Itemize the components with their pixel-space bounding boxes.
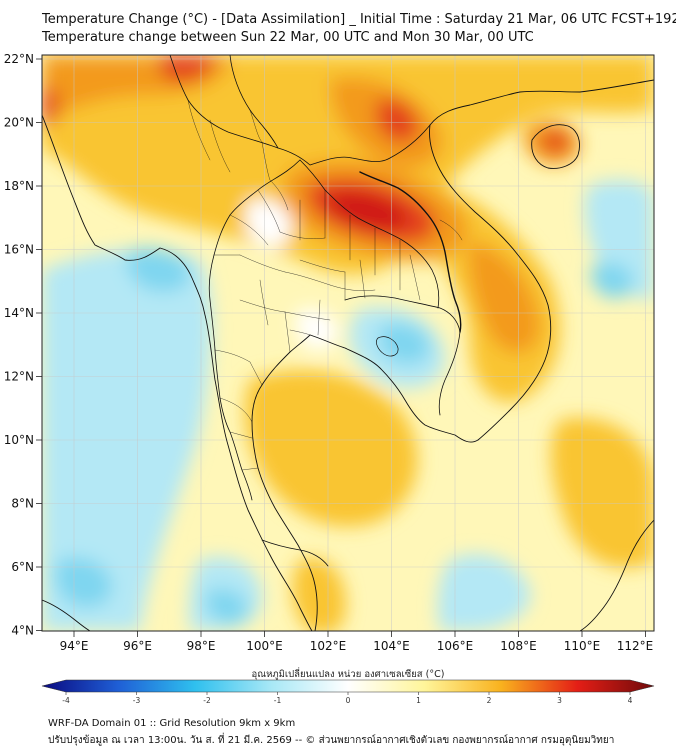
colorbar-tick-label: -2 [203,696,211,705]
footer-resolution: WRF-DA Domain 01 :: Grid Resolution 9km … [48,718,296,729]
lat-label-20: 20°N [4,116,34,130]
axis-ticks [36,58,646,637]
graticule [42,55,654,631]
lat-label-14: 14°N [4,306,34,320]
border-cambodia [344,295,461,416]
coastline-sumatra [42,599,91,631]
footer-credit: ปรับปรุงข้อมูล ณ เวลา 13:00น. วัน ส. ที่… [48,735,615,746]
tonle-sap-lake [376,336,399,357]
warm-area-malaysia [292,558,346,631]
colorbar-tick-label: 3 [557,696,562,705]
border-myanmar-thailand [208,159,301,501]
map-title-line2: Temperature change between Sun 22 Mar, 0… [42,30,534,45]
hottest-core [326,192,408,231]
coastline-vietnam [429,79,654,441]
warm-area-southeast [550,418,654,568]
white-patch-central-thailand [245,199,293,248]
map-title-line1: Temperature Change (°C) - [Data Assimila… [42,12,676,27]
province-lines [187,99,463,471]
colorbar-bar [41,679,655,693]
lat-label-16: 16°N [4,243,34,257]
lat-label-12: 12°N [4,370,34,384]
hot-area-north-east [375,99,419,142]
lon-label-110: 110°E [564,639,601,653]
lon-label-100: 100°E [246,639,283,653]
cooler-spot-east [590,262,634,299]
boundaries [42,55,654,631]
colorbar-tick-label: 1 [416,696,421,705]
lat-label-18: 18°N [4,179,34,193]
colorbar-tick-label: 0 [346,696,351,705]
colorbar-tick-label: 4 [628,696,633,705]
lon-label-106: 106°E [437,639,474,653]
coastline-gulf-east [309,334,479,443]
map-frame [41,54,655,632]
lon-label-102: 102°E [310,639,347,653]
cooler-spot-south-west [54,557,113,608]
lat-label-6: 6°N [11,560,34,574]
white-patch-bangkok [295,308,339,350]
cool-area-south-china-sea [584,180,654,300]
lat-label-4: 4°N [11,624,34,638]
colorbar-tick-label: -3 [133,696,141,705]
colorbar-tick-label: -1 [274,696,282,705]
colorbar-tick-label: -4 [62,696,70,705]
colorbar-ticks: -4 -3 -2 -1 0 1 2 3 4 [62,692,633,705]
colorbar-tick-label: 2 [487,696,492,705]
warmer-area-annam [468,240,540,354]
cooler-spot-malacca [205,588,248,625]
warm-area-gulf [244,370,418,527]
colorbar-title: อุณหภูมิเปลี่ยนแปลง หน่วย องศาเซลเซียส (… [252,667,445,680]
coastline-hainan [531,124,580,169]
lon-label-96: 96°E [123,639,152,653]
lat-label-10: 10°N [4,433,34,447]
border-thailand-laos [299,159,440,309]
cooler-spot-andaman [126,247,190,292]
lon-label-104: 104°E [373,639,410,653]
border-laos-vietnam [359,171,462,333]
hot-area-hainan [542,130,569,154]
lon-label-112: 112°E [617,639,654,653]
coastline-borneo [579,519,654,631]
temperature-field [42,55,654,631]
lat-label-8: 8°N [11,497,34,511]
border-malaysia-thailand [261,539,329,567]
hot-area-left-edge [42,85,60,128]
lon-label-98: 98°E [187,639,216,653]
coastline-myanmar-andaman [42,114,313,631]
lon-label-108: 108°E [500,639,537,653]
border-china-north [169,55,431,166]
lat-label-22: 22°N [4,52,34,66]
cool-area-south-east [437,554,531,631]
lon-label-94: 94°E [60,639,89,653]
colorbar: อุณหภูมิเปลี่ยนแปลง หน่วย องศาเซลเซียส (… [41,667,655,705]
